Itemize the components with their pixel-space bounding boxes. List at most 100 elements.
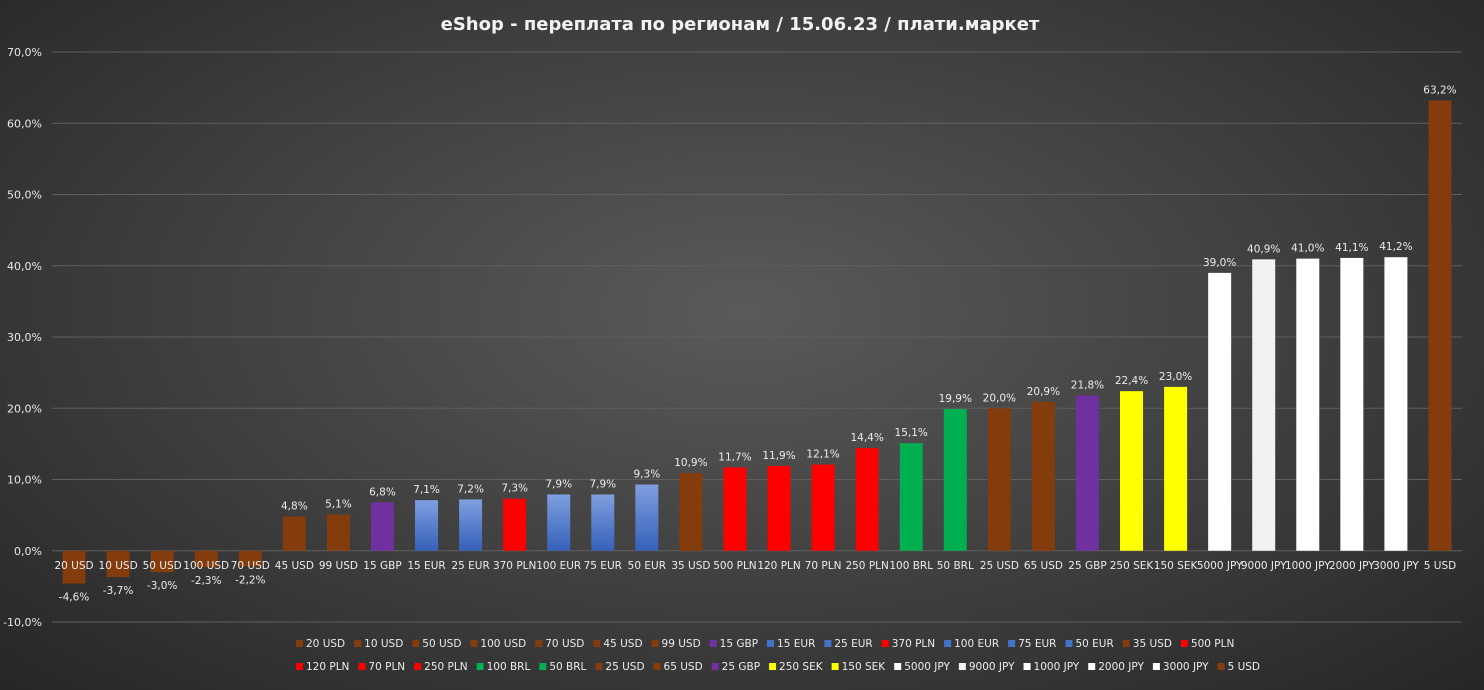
legend-entry: 25 GBP — [722, 661, 760, 673]
data-label: -3,7% — [103, 585, 133, 597]
bar — [238, 550, 262, 567]
bar — [855, 448, 879, 551]
legend-swatch — [958, 663, 966, 670]
bar — [987, 408, 1011, 551]
legend-entry: 20 USD — [306, 638, 345, 650]
legend-swatch — [769, 663, 777, 670]
legend-swatch — [651, 640, 659, 647]
data-labels: -4,6% -3,7% -3,0% -2,3% -2,2% 4,8% 5,1% 6,8% 7,1… — [59, 84, 1457, 603]
bar — [1075, 395, 1099, 551]
data-label: 19,9% — [939, 393, 972, 405]
x-tick-label: 70 USD — [231, 560, 270, 572]
data-label: 6,8% — [369, 486, 396, 498]
data-label: 40,9% — [1247, 243, 1280, 255]
legend-swatch — [653, 663, 661, 670]
legend-entry: 250 SEK — [779, 661, 824, 673]
bar — [150, 550, 174, 573]
data-label: 21,8% — [1071, 379, 1104, 391]
x-tick-label: 100 BRL — [889, 560, 933, 572]
legend-entry: 10 USD — [364, 638, 403, 650]
legend-entry: 50 EUR — [1075, 638, 1113, 650]
data-label: 12,1% — [806, 449, 839, 461]
legend: 20 USD 10 USD 50 USD 100 USD 70 USD 45 USD 99 … — [296, 638, 1260, 673]
legend-entry: 500 PLN — [1191, 638, 1234, 650]
x-tick-label: 1000 JPY — [1285, 560, 1331, 572]
legend-swatch — [539, 663, 547, 670]
bar — [106, 550, 130, 578]
legend-swatch — [296, 640, 303, 647]
legend-swatch — [412, 640, 420, 647]
gridlines — [52, 51, 1462, 623]
legend-entry: 70 PLN — [368, 661, 405, 673]
data-label: 23,0% — [1159, 371, 1192, 383]
x-tick-label: 25 GBP — [1068, 560, 1106, 572]
legend-swatch — [767, 640, 775, 647]
data-label: 5,1% — [325, 498, 352, 510]
x-tick-label: 99 USD — [319, 560, 358, 572]
y-tick-label: 20,0% — [7, 402, 42, 415]
x-tick-label: 50 USD — [143, 560, 182, 572]
legend-swatch — [1065, 640, 1073, 647]
legend-entry: 3000 JPY — [1163, 661, 1209, 673]
bar — [1428, 100, 1452, 551]
legend-swatch — [831, 663, 839, 670]
x-tick-label: 9000 JPY — [1241, 560, 1287, 572]
data-label: 7,9% — [545, 478, 572, 490]
legend-entry: 1000 JPY — [1034, 661, 1080, 673]
bar — [811, 464, 835, 551]
data-label: 20,9% — [1027, 386, 1060, 398]
data-label: 39,0% — [1203, 257, 1236, 269]
legend-swatch — [595, 663, 603, 670]
x-tick-label: 50 BRL — [937, 560, 974, 572]
bar — [503, 498, 527, 551]
legend-swatch — [824, 640, 832, 647]
bar — [899, 443, 923, 551]
y-tick-label: 0,0% — [14, 545, 42, 558]
bar — [635, 484, 659, 551]
legend-swatch — [1008, 640, 1016, 647]
legend-entry: 99 USD — [662, 638, 701, 650]
bar — [723, 467, 747, 551]
legend-entry: 15 GBP — [720, 638, 758, 650]
legend-swatch — [709, 640, 717, 647]
bar — [1208, 272, 1232, 551]
x-tick-label: 15 GBP — [363, 560, 401, 572]
x-tick-label: 5 USD — [1424, 560, 1456, 572]
x-tick-label: 25 EUR — [451, 560, 489, 572]
x-tick-label: 370 PLN — [493, 560, 536, 572]
bar — [415, 500, 439, 551]
x-tick-label: 150 SEK — [1154, 560, 1199, 572]
data-label: 11,9% — [762, 450, 795, 462]
data-label: 41,1% — [1335, 242, 1368, 254]
legend-swatch — [1122, 640, 1130, 647]
data-label: -2,2% — [235, 574, 265, 586]
bar — [1120, 391, 1144, 551]
x-tick-label: 65 USD — [1024, 560, 1063, 572]
data-label: 22,4% — [1115, 375, 1148, 387]
data-label: -3,0% — [147, 580, 177, 592]
bar — [62, 550, 86, 584]
x-tick-label: 25 USD — [980, 560, 1019, 572]
bar — [459, 499, 483, 551]
legend-entry: 2000 JPY — [1098, 661, 1144, 673]
legend-swatch — [354, 640, 362, 647]
y-tick-label: 10,0% — [7, 474, 42, 487]
bar — [1031, 401, 1055, 551]
legend-entry: 5000 JPY — [904, 661, 950, 673]
data-label: 63,2% — [1423, 84, 1456, 96]
legend-entry: 150 SEK — [842, 661, 887, 673]
bar — [1296, 258, 1320, 551]
x-tick-label: 120 PLN — [757, 560, 800, 572]
legend-swatch — [944, 640, 952, 647]
legend-entry: 9000 JPY — [969, 661, 1015, 673]
legend-swatch — [1180, 640, 1188, 647]
x-tick-label: 3000 JPY — [1373, 560, 1419, 572]
legend-entry: 70 USD — [545, 638, 584, 650]
x-tick-label: 2000 JPY — [1329, 560, 1375, 572]
x-tick-label: 50 EUR — [628, 560, 666, 572]
legend-entry: 100 BRL — [487, 661, 531, 673]
bar — [1384, 257, 1408, 551]
data-label: 7,1% — [413, 484, 440, 496]
legend-entry: 25 USD — [605, 661, 644, 673]
